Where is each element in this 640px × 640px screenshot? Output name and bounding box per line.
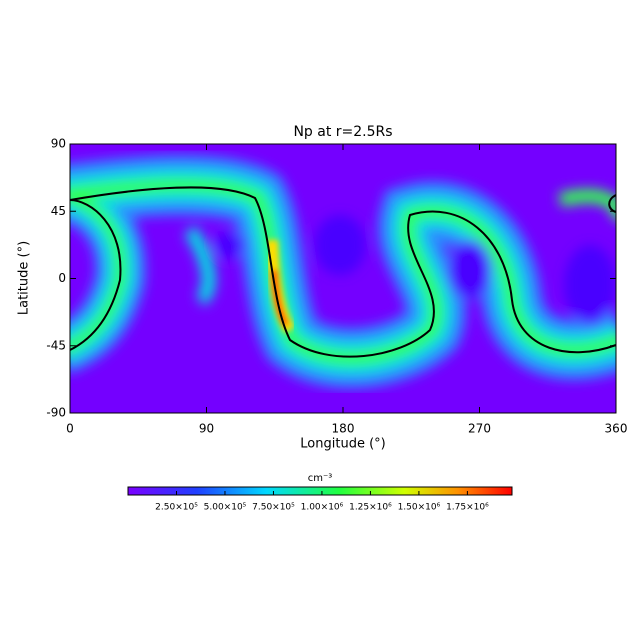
x-axis-label: Longitude (°) xyxy=(300,437,385,452)
x-tick-label: 0 xyxy=(66,422,74,436)
colorbar-tick-label: 2.50×10⁵ xyxy=(155,503,198,513)
colorbar-tick-label: 1.00×10⁶ xyxy=(301,503,344,513)
chart-title: Np at r=2.5Rs xyxy=(293,124,392,140)
colorbar-tick-label: 1.25×10⁶ xyxy=(349,503,392,513)
density-field xyxy=(70,144,616,413)
y-axis-label: Latitude (°) xyxy=(17,241,32,315)
colorbar xyxy=(127,486,513,496)
colorbar-label: cm⁻³ xyxy=(308,473,333,484)
colorbar-tick-label: 7.50×10⁵ xyxy=(252,503,295,513)
colorbar-tick-label: 1.75×10⁶ xyxy=(446,503,489,513)
colorbar-tick-label: 1.50×10⁶ xyxy=(398,503,441,513)
colorbar-tick-label: 5.00×10⁵ xyxy=(204,503,247,513)
x-tick-label: 270 xyxy=(468,422,491,436)
x-tick-label: 180 xyxy=(332,422,355,436)
y-tick-label: 90 xyxy=(51,137,66,151)
y-tick-label: -45 xyxy=(46,338,66,352)
y-tick-label: 0 xyxy=(58,271,66,285)
x-tick-label: 90 xyxy=(199,422,214,436)
x-tick-label: 360 xyxy=(605,422,628,436)
y-tick-label: 45 xyxy=(51,204,66,218)
y-tick-label: -90 xyxy=(46,406,66,420)
